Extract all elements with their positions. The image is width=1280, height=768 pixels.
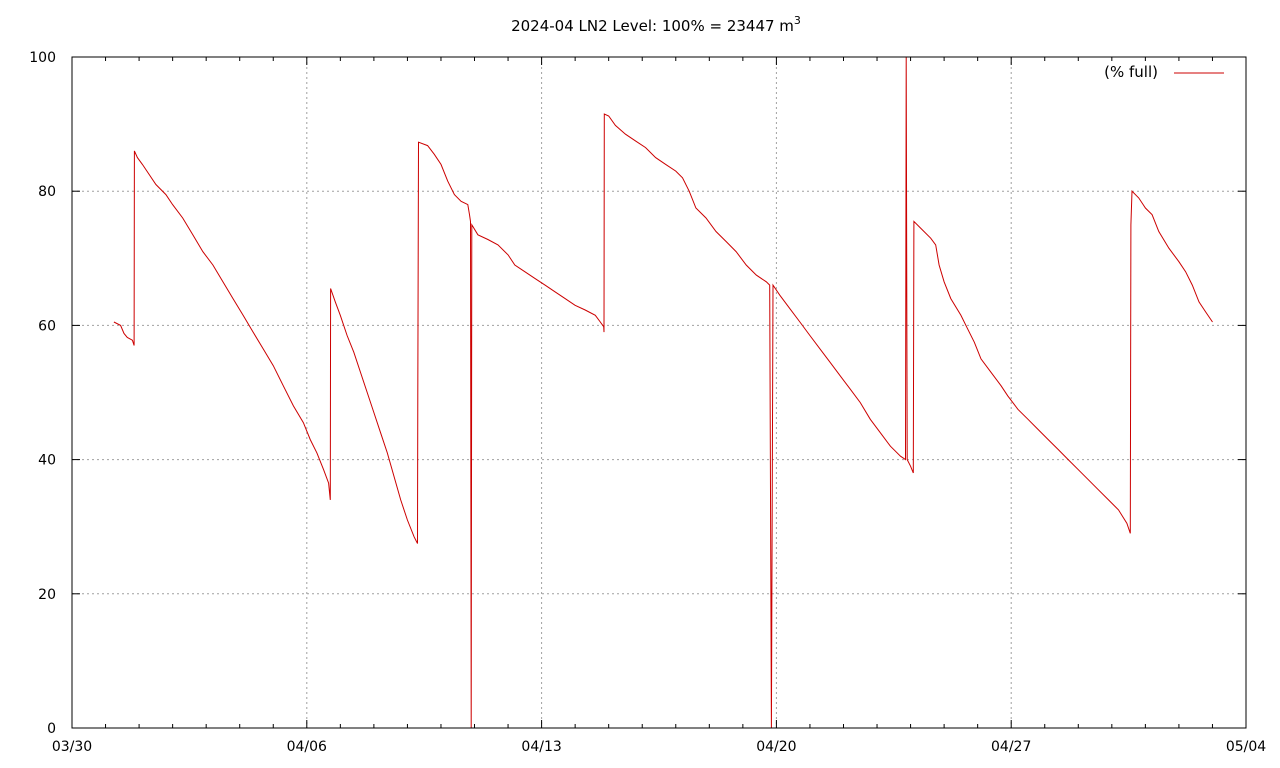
- tick-labels: 03/30 04/06 04/13 04/20 04/27 05/04 0 20 40 60 80 1…: [29, 50, 1266, 755]
- x-tick-label: 04/13: [521, 739, 561, 755]
- chart-title-text: 2024-04 LN2 Level: 100% = 23447 m: [511, 17, 794, 35]
- chart-title-superscript: 3: [794, 14, 801, 27]
- y-tick-label: 40: [38, 453, 56, 469]
- x-tick-label: 03/30: [52, 739, 92, 755]
- y-tick-label: 60: [38, 318, 56, 334]
- series-layer: [113, 56, 1213, 729]
- grid-lines: [72, 57, 1246, 728]
- legend: (% full): [1104, 63, 1224, 81]
- y-tick-label: 20: [38, 587, 56, 603]
- y-tick-label: 100: [29, 50, 56, 66]
- x-tick-label: 04/20: [756, 739, 796, 755]
- x-tick-label: 04/06: [287, 739, 327, 755]
- legend-label: (% full): [1104, 63, 1158, 81]
- y-tick-label: 0: [47, 721, 56, 737]
- series-line-percent-full: [113, 56, 1213, 729]
- x-tick-label: 04/27: [991, 739, 1031, 755]
- axis-ticks: [71, 56, 1247, 729]
- y-tick-label: 80: [38, 184, 56, 200]
- chart-title: 2024-04 LN2 Level: 100% = 23447 m3: [511, 14, 801, 35]
- x-tick-label: 05/04: [1226, 739, 1266, 755]
- plot-frame: [71, 56, 1247, 729]
